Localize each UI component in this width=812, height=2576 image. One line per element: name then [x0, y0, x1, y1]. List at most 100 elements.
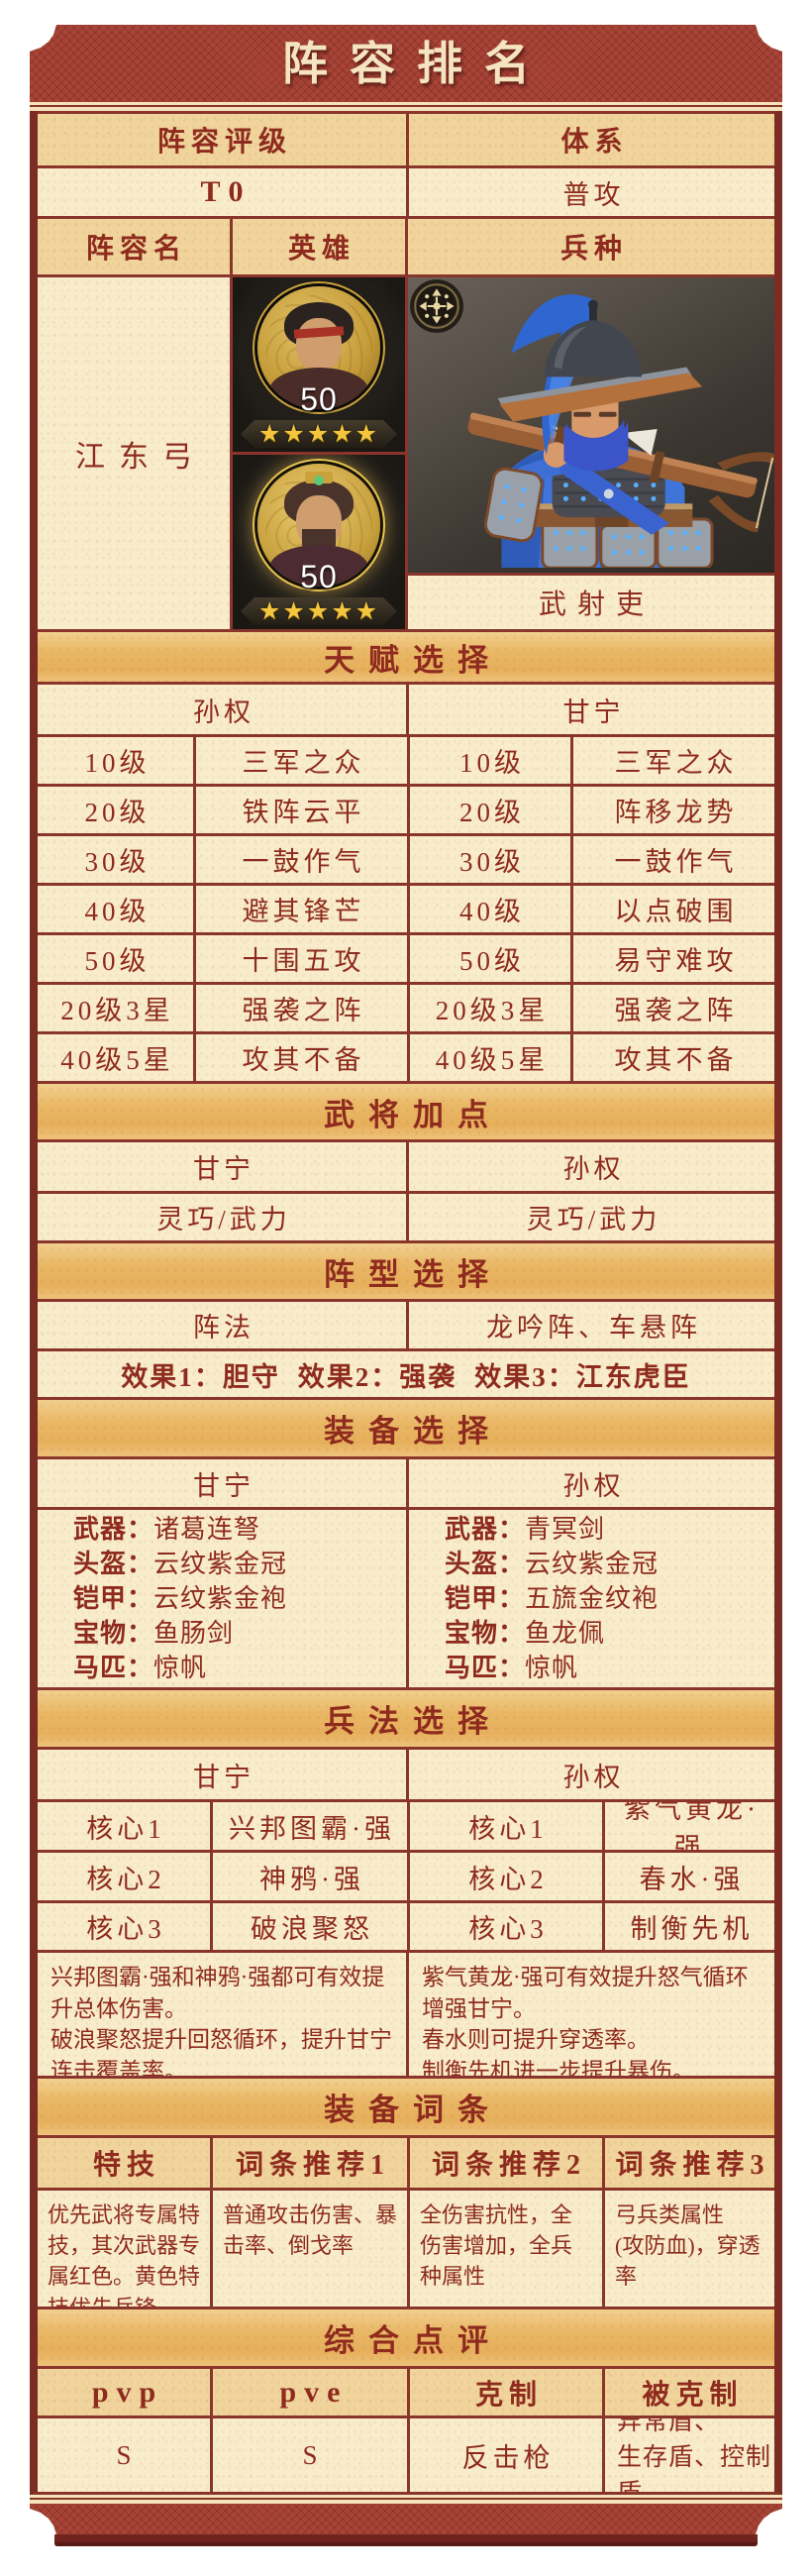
- tactic-slot: 核心1: [38, 1802, 210, 1850]
- table-row: 武器：诸葛连弩 头盔：云纹紫金冠 铠甲：云纹紫金袍 宝物：鱼肠剑 马匹：惊帆 武…: [38, 1507, 774, 1687]
- section-row: 综合点评: [38, 2307, 774, 2366]
- tactics-right-hero: 孙权: [406, 1750, 774, 1799]
- tactic-row: 核心3 破浪聚怒 核心3 制衡先机: [38, 1900, 774, 1950]
- table-row: 阵容名 英雄 兵种: [38, 216, 774, 274]
- affix-col-header: 特技: [38, 2138, 210, 2188]
- talent-row: 40级 避其锋芒 40级 以点破围: [38, 883, 774, 932]
- section-header-points: 武将加点: [38, 1084, 774, 1139]
- equipment-line: 宝物：鱼龙佩: [445, 1619, 606, 1648]
- table-row: pvp pve 克制 被克制: [38, 2366, 774, 2415]
- rating-value-cell: T0: [38, 168, 406, 216]
- formation-label: 阵法: [38, 1302, 406, 1348]
- formation-move-icon[interactable]: [408, 277, 465, 335]
- formation-effects: 效果1：胆守 效果2：强袭 效果3：江东虎臣: [38, 1351, 774, 1397]
- talent-name: 以点破围: [570, 886, 774, 932]
- section-row: 武将加点: [38, 1081, 774, 1139]
- equipment-line: 铠甲：云纹紫金袍: [73, 1584, 288, 1613]
- section-row: 天赋选择: [38, 629, 774, 682]
- talent-row: 10级 三军之众 10级 三军之众: [38, 734, 774, 784]
- review-value: S: [38, 2418, 210, 2492]
- talent-name: 攻其不备: [193, 1034, 407, 1081]
- section-row: 装备选择: [38, 1397, 774, 1456]
- talent-name: 铁阵云平: [193, 787, 407, 833]
- talent-row: 30级 一鼓作气 30级 一鼓作气: [38, 833, 774, 883]
- table-row: 孙权 甘宁: [38, 682, 774, 734]
- talent-name: 攻其不备: [570, 1034, 774, 1081]
- talent-level: 40级5星: [38, 1034, 193, 1081]
- hero2-portrait[interactable]: 50 ★★★★★: [233, 452, 405, 629]
- equipment-left-hero: 甘宁: [38, 1459, 406, 1507]
- top-divider: [30, 102, 782, 111]
- affix-detail: 弓兵类属性 (攻防血)，穿透率: [602, 2191, 774, 2307]
- talent-level: 30级: [38, 836, 193, 883]
- heroes-row: 江东弓 50 ★★★★★: [38, 274, 774, 629]
- section-header-affixes: 装备词条: [38, 2079, 774, 2135]
- system-label-cell: 体系: [406, 114, 774, 165]
- talent-level: 50级: [38, 935, 193, 982]
- talent-row: 50级 十围五攻 50级 易守难攻: [38, 932, 774, 982]
- hero-label-cell: 英雄: [230, 219, 405, 274]
- talent-name: 阵移龙势: [570, 787, 774, 833]
- talent-level: 40级: [38, 886, 193, 932]
- section-header-review: 综合点评: [38, 2309, 774, 2366]
- lineup-name-label-cell: 阵容名: [38, 219, 230, 274]
- tactic-slot: 核心3: [407, 1903, 602, 1950]
- formation-value: 龙吟阵、车悬阵: [406, 1302, 774, 1348]
- review-col-header: 克制: [407, 2369, 602, 2415]
- title-band: 阵容排名: [30, 25, 782, 102]
- table-row: 特技 词条推荐1 词条推荐2 词条推荐3: [38, 2135, 774, 2188]
- tactic-name: 紫气黄龙·强: [602, 1802, 774, 1850]
- talent-level: 10级: [38, 737, 193, 784]
- table-row: 甘宁 孙权: [38, 1139, 774, 1191]
- talent-level: 30级: [407, 836, 570, 883]
- tactic-slot: 核心2: [38, 1853, 210, 1900]
- review-col-header: 被克制: [602, 2369, 774, 2415]
- talents-right-hero: 甘宁: [406, 685, 774, 734]
- tactic-name: 神鸦·强: [210, 1853, 407, 1900]
- talents-left-hero: 孙权: [38, 685, 406, 734]
- tactic-row: 核心2 神鸦·强 核心2 春水·强: [38, 1850, 774, 1900]
- tactic-name: 春水·强: [602, 1853, 774, 1900]
- hero2-level: 50: [300, 559, 338, 594]
- hero1-starbar: ★★★★★: [241, 420, 397, 448]
- affix-detail: 全伤害抗性，全伤害增加，全兵种属性: [407, 2191, 602, 2307]
- hero1-portrait[interactable]: 50 ★★★★★: [233, 277, 405, 452]
- talent-level: 20级3星: [407, 985, 570, 1031]
- review-col-header: pvp: [38, 2369, 210, 2415]
- talent-level: 20级3星: [38, 985, 193, 1031]
- section-row: 阵型选择: [38, 1240, 774, 1299]
- equipment-line: 马匹：惊帆: [73, 1654, 208, 1682]
- table-row: S S 反击枪 异常盾、 生存盾、控制盾: [38, 2415, 774, 2492]
- affix-detail: 优先武将专属特技，其次武器专属红色。黄色特技优先兵锋: [38, 2191, 210, 2307]
- tactic-row: 核心1 兴邦图霸·强 核心1 紫气黄龙·强: [38, 1799, 774, 1850]
- troop-image: !: [408, 277, 774, 573]
- tactic-slot: 核心2: [407, 1853, 602, 1900]
- talent-level: 10级: [407, 737, 570, 784]
- equipment-left-list: 武器：诸葛连弩 头盔：云纹紫金冠 铠甲：云纹紫金袍 宝物：鱼肠剑 马匹：惊帆: [38, 1510, 406, 1687]
- talent-level: 20级: [38, 787, 193, 833]
- equipment-line: 武器：青冥剑: [445, 1515, 606, 1544]
- troop-cell: !: [405, 277, 774, 629]
- hero1-medallion-icon: [257, 286, 380, 409]
- tactic-name: 兴邦图霸·强: [210, 1802, 407, 1850]
- tactics-right-note: 紫气黄龙·强可有效提升怒气循环增强甘宁。 春水则可提升穿透率。 制衡先机进一步提…: [406, 1953, 774, 2076]
- equipment-line: 武器：诸葛连弩: [73, 1515, 261, 1544]
- talent-name: 一鼓作气: [193, 836, 407, 883]
- table-row: 效果1：胆守 效果2：强袭 效果3：江东虎臣: [38, 1348, 774, 1397]
- bottom-band: [30, 2504, 782, 2534]
- tactic-slot: 核心3: [38, 1903, 210, 1950]
- affix-col-header: 词条推荐3: [602, 2138, 774, 2188]
- hero2-medallion-icon: [257, 464, 380, 587]
- frame-pedestal: [54, 2534, 758, 2546]
- table-row: 灵巧/武力 灵巧/武力: [38, 1191, 774, 1240]
- points-right-value: 灵巧/武力: [406, 1194, 774, 1240]
- talent-row: 40级5星 攻其不备 40级5星 攻其不备: [38, 1031, 774, 1081]
- talent-name: 三军之众: [570, 737, 774, 784]
- affix-col-header: 词条推荐2: [407, 2138, 602, 2188]
- section-row: 装备词条: [38, 2076, 774, 2135]
- equipment-line: 头盔：云纹紫金冠: [73, 1550, 288, 1578]
- hero-portraits-cell: 50 ★★★★★ 50 ★★★★★: [230, 277, 405, 629]
- affix-col-header: 词条推荐1: [210, 2138, 407, 2188]
- section-header-equipment: 装备选择: [38, 1400, 774, 1456]
- review-value: 异常盾、 生存盾、控制盾: [602, 2418, 774, 2492]
